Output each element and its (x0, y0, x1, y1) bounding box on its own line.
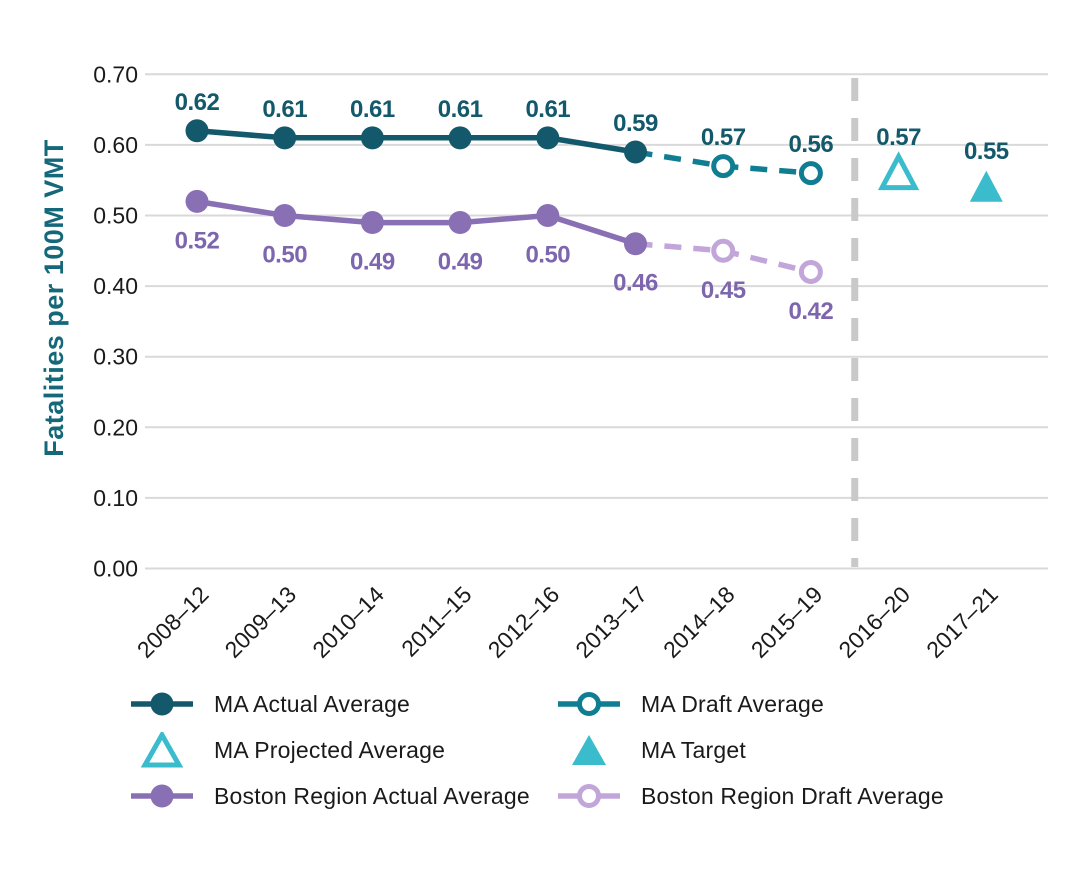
legend-label-boston-region-draft-average: Boston Region Draft Average (641, 782, 944, 809)
data-label-boston-region-actual-average: 0.46 (613, 270, 658, 297)
data-label-boston-region-actual-average: 0.49 (438, 249, 483, 276)
svg-text:0.40: 0.40 (93, 273, 138, 299)
svg-text:0.20: 0.20 (93, 414, 138, 440)
legend-item-ma-draft-average: MA Draft Average (557, 681, 944, 727)
data-label-boston-region-actual-average: 0.50 (525, 242, 570, 269)
svg-text:0.30: 0.30 (93, 344, 138, 370)
legend-item-ma-target: MA Target (557, 727, 944, 773)
boston-region-actual-average-marker-icon (131, 784, 193, 808)
data-label-boston-region-draft-average: 0.45 (701, 277, 746, 304)
ma-target-marker-icon (572, 735, 606, 765)
data-label-ma-target: 0.55 (964, 138, 1009, 165)
svg-text:2008–12: 2008–12 (132, 581, 214, 663)
data-label-ma-draft-average: 0.57 (701, 124, 746, 151)
ma-projected-average-marker-icon (140, 732, 184, 768)
legend-label-ma-actual-average: MA Actual Average (214, 690, 411, 717)
svg-text:2009–13: 2009–13 (220, 581, 302, 663)
data-label-boston-region-actual-average: 0.49 (350, 249, 395, 276)
svg-text:2013–17: 2013–17 (570, 581, 652, 663)
svg-text:2017–21: 2017–21 (921, 581, 1003, 663)
legend-item-boston-region-draft-average: Boston Region Draft Average (557, 773, 944, 819)
svg-text:2011–15: 2011–15 (396, 581, 476, 661)
series-ma-projected-average: 0.57 (876, 124, 922, 191)
legend-label-ma-draft-average: MA Draft Average (641, 690, 825, 717)
legend-item-ma-actual-average: MA Actual Average (130, 681, 530, 727)
series-ma-draft-average: 0.57 0.56 (635, 124, 834, 186)
legend-item-ma-projected-average: MA Projected Average (130, 727, 530, 773)
svg-text:2016–20: 2016–20 (833, 581, 915, 663)
svg-text:2010–14: 2010–14 (307, 581, 389, 663)
svg-text:0.60: 0.60 (93, 132, 138, 158)
svg-text:0.00: 0.00 (93, 556, 138, 582)
svg-text:0.10: 0.10 (93, 485, 138, 511)
svg-text:2014–18: 2014–18 (658, 581, 740, 663)
data-label-ma-draft-average: 0.56 (789, 131, 834, 158)
data-label-ma-actual-average: 0.62 (175, 89, 220, 116)
data-label-ma-actual-average: 0.61 (438, 96, 483, 123)
svg-text:2012–16: 2012–16 (483, 581, 565, 663)
data-label-boston-region-draft-average: 0.42 (789, 298, 834, 325)
series-boston-region-actual-average: 0.52 0.50 0.49 0.49 0.50 0.46 (175, 189, 659, 297)
svg-text:0.50: 0.50 (93, 203, 138, 229)
series-ma-actual-average: 0.62 0.61 0.61 0.61 0.61 0.59 (175, 89, 659, 164)
y-axis-tick-labels: 0.00 0.10 0.20 0.30 0.40 0.50 0.60 0.70 (93, 61, 138, 581)
legend-item-boston-region-actual-average: Boston Region Actual Average (130, 773, 530, 819)
data-label-boston-region-actual-average: 0.50 (262, 242, 307, 269)
svg-text:2015–19: 2015–19 (746, 581, 828, 663)
ma-draft-average-marker-icon (558, 692, 620, 716)
y-axis-title: Fatalities per 100M VMT (39, 139, 69, 457)
series-boston-region-draft-average: 0.45 0.42 (635, 238, 834, 325)
legend-column-right: MA Draft Average MA Target Boston Region… (557, 681, 944, 819)
legend-label-boston-region-actual-average: Boston Region Actual Average (214, 782, 530, 809)
data-label-ma-actual-average: 0.59 (613, 110, 658, 137)
boston-region-draft-average-marker-icon (558, 784, 620, 808)
legend-column-left: MA Actual Average MA Projected Average B… (130, 681, 530, 819)
ma-actual-average-marker-icon (131, 692, 193, 716)
data-label-ma-projected-average: 0.57 (876, 124, 921, 151)
data-label-boston-region-actual-average: 0.52 (175, 227, 220, 254)
legend-label-ma-projected-average: MA Projected Average (214, 736, 446, 763)
x-axis-tick-labels: 2008–12 2009–13 2010–14 2011–15 2012–16 2013–… (132, 581, 1003, 663)
data-label-ma-actual-average: 0.61 (350, 96, 395, 123)
legend-label-ma-target: MA Target (641, 736, 746, 763)
series-ma-target: 0.55 (964, 138, 1009, 202)
data-label-ma-actual-average: 0.61 (262, 96, 307, 123)
data-label-ma-actual-average: 0.61 (525, 96, 570, 123)
svg-text:0.70: 0.70 (93, 61, 138, 87)
